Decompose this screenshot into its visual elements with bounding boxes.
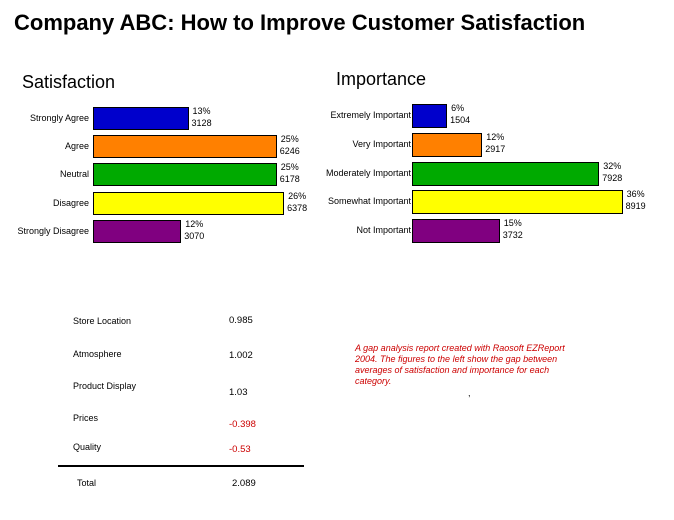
gap-row-label: Store Location	[73, 316, 132, 326]
count-label: 2917	[485, 143, 506, 154]
category-label: Very Important	[352, 138, 411, 149]
gap-analysis-note: A gap analysis report created with Raoso…	[355, 343, 565, 386]
bar-disagree	[93, 191, 285, 215]
bar-agree	[93, 135, 277, 159]
percent-label: 32%	[603, 160, 622, 171]
count-label: 3070	[184, 230, 205, 241]
category-label: Strongly Agree	[29, 113, 89, 123]
gap-row-value: -0.398	[229, 419, 256, 430]
gap-row-label: Product Display	[73, 381, 137, 391]
category-label: Neutral	[59, 169, 89, 180]
gap-row-value: 0.985	[229, 315, 253, 326]
category-label: Agree	[64, 141, 89, 152]
category-label: Moderately Important	[325, 167, 411, 178]
note-mark: ,	[468, 388, 471, 398]
count-label: 1504	[450, 115, 471, 125]
bar-very-important	[412, 132, 483, 157]
percent-label: 6%	[451, 103, 465, 113]
category-label: Somewhat Important	[327, 196, 411, 207]
bar-strongly-agree	[93, 107, 189, 130]
total-divider	[58, 465, 304, 467]
percent-label: 25%	[280, 162, 299, 173]
category-label: Extremely Important	[330, 110, 411, 120]
bar-extremely-important	[412, 104, 448, 128]
percent-label: 13%	[192, 106, 211, 116]
count-label: 7928	[602, 172, 623, 183]
percent-label: 12%	[486, 131, 505, 142]
count-label: 6178	[279, 174, 300, 185]
gap-row-value: -0.53	[229, 444, 251, 455]
page-title: Company ABC: How to Improve Customer Sat…	[14, 10, 586, 35]
count-label: 6378	[287, 202, 308, 213]
total-value: 2.089	[232, 478, 256, 489]
percent-label: 12%	[185, 218, 204, 229]
gap-row-label: Atmosphere	[73, 349, 122, 359]
count-label: 3732	[502, 230, 523, 241]
category-label: Disagree	[52, 197, 89, 208]
count-label: 6246	[279, 146, 300, 157]
percent-label: 26%	[288, 190, 307, 201]
bar-somewhat-important	[412, 190, 623, 215]
bar-not-important	[412, 219, 500, 244]
gap-row-label: Prices	[73, 413, 99, 423]
count-label: 3128	[191, 118, 212, 128]
percent-label: 36%	[626, 189, 645, 200]
total-label: Total	[77, 478, 97, 488]
percent-label: 25%	[280, 134, 299, 145]
category-label: Strongly Disagree	[17, 225, 89, 236]
gap-row-value: 1.03	[229, 387, 248, 398]
count-label: 8919	[625, 201, 646, 212]
percent-label: 15%	[503, 218, 522, 229]
bar-neutral	[93, 163, 277, 187]
satisfaction-chart-title: Satisfaction	[22, 72, 116, 92]
gap-row-label: Quality	[73, 442, 102, 452]
gap-row-value: 1.002	[229, 350, 253, 361]
importance-chart-title: Importance	[336, 69, 427, 89]
bar-strongly-disagree	[93, 219, 182, 243]
bar-moderately-important	[412, 161, 600, 186]
category-label: Not Important	[356, 225, 411, 236]
